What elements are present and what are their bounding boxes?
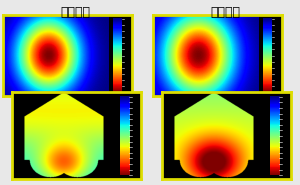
Text: 点蒸発源: 点蒸発源 — [60, 6, 90, 18]
Text: 面蒸発源: 面蒸発源 — [210, 6, 240, 18]
